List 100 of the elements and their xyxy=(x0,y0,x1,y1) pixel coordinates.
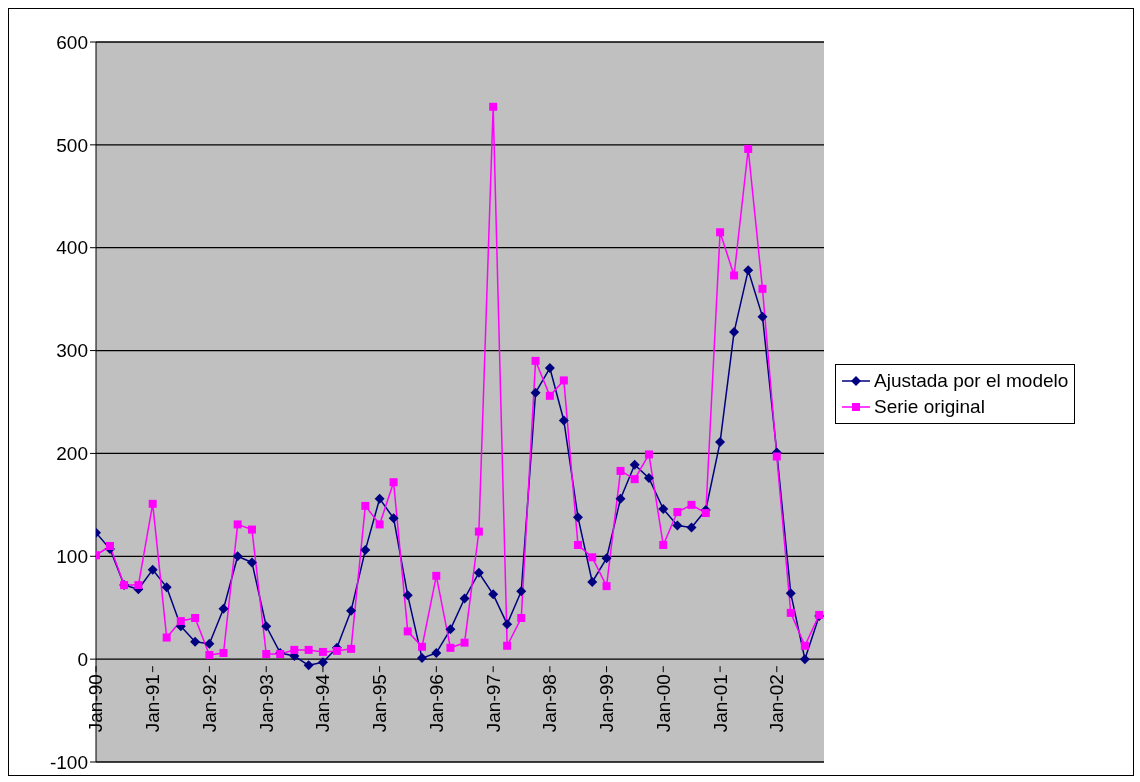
x-tick-label: Jan-98 xyxy=(539,674,561,733)
x-tick-label: Jan-95 xyxy=(369,674,391,733)
point xyxy=(134,581,143,590)
point xyxy=(730,271,739,280)
y-tick-label: 100 xyxy=(56,546,88,568)
point xyxy=(402,590,413,601)
point xyxy=(516,586,527,597)
point xyxy=(318,647,327,656)
point xyxy=(105,542,114,550)
point xyxy=(204,638,215,649)
point xyxy=(361,501,370,510)
point xyxy=(672,520,683,531)
x-tick-label: Jan-93 xyxy=(255,674,277,733)
point xyxy=(388,513,399,524)
point xyxy=(190,636,201,647)
x-tick-label: Jan-92 xyxy=(198,674,220,733)
point xyxy=(601,553,612,564)
point xyxy=(317,657,328,668)
point xyxy=(191,614,200,622)
point xyxy=(658,503,669,514)
point xyxy=(743,265,754,276)
point xyxy=(602,582,611,591)
point xyxy=(558,415,569,426)
point xyxy=(686,522,697,533)
point xyxy=(630,475,639,484)
point xyxy=(559,376,568,385)
point xyxy=(247,525,256,534)
point xyxy=(431,647,442,658)
point xyxy=(503,641,512,650)
point xyxy=(687,500,696,509)
point xyxy=(800,641,809,650)
y-tick-label: 200 xyxy=(56,443,88,465)
point xyxy=(531,356,540,365)
point xyxy=(347,644,356,653)
y-tick-label: 400 xyxy=(56,237,88,259)
legend-label: Serie original xyxy=(874,395,985,419)
point xyxy=(304,645,313,654)
point xyxy=(176,617,185,626)
point xyxy=(233,520,242,529)
point xyxy=(290,645,299,654)
point xyxy=(346,605,357,616)
point xyxy=(246,557,257,568)
point xyxy=(729,327,740,338)
point xyxy=(389,478,398,487)
x-tick-label: Jan-90 xyxy=(85,674,107,733)
point xyxy=(332,646,341,655)
x-tick-label: Jan-94 xyxy=(312,673,334,733)
point xyxy=(374,493,385,504)
point xyxy=(232,551,243,562)
point xyxy=(162,633,171,642)
x-tick-label: Jan-01 xyxy=(709,674,731,733)
point xyxy=(375,520,384,529)
point xyxy=(488,589,499,600)
x-tick-label: Jan-02 xyxy=(766,674,788,733)
x-tick-label: Jan-00 xyxy=(652,674,674,733)
point xyxy=(758,284,767,293)
y-tick-label: 500 xyxy=(56,134,88,156)
point xyxy=(629,459,640,470)
point xyxy=(459,593,470,604)
point xyxy=(474,527,483,536)
point xyxy=(489,102,498,111)
point xyxy=(573,540,582,549)
point xyxy=(587,577,598,587)
point xyxy=(360,545,371,556)
point xyxy=(205,651,214,660)
point xyxy=(303,660,314,671)
point xyxy=(148,499,157,508)
point xyxy=(588,553,597,562)
point xyxy=(643,473,654,484)
point xyxy=(757,311,768,322)
point xyxy=(616,466,625,475)
point xyxy=(262,650,271,658)
point xyxy=(460,638,469,647)
point xyxy=(786,608,795,617)
point xyxy=(147,564,158,575)
point xyxy=(615,493,626,504)
point xyxy=(417,653,428,664)
point xyxy=(715,437,726,448)
point xyxy=(219,648,228,657)
x-tick-label: Jan-97 xyxy=(482,674,504,733)
y-tick-label: 0 xyxy=(77,648,88,670)
point xyxy=(659,540,668,549)
point xyxy=(261,621,272,632)
legend-label: Ajustada por el modelo xyxy=(874,369,1069,393)
point xyxy=(799,654,810,665)
point xyxy=(502,619,513,630)
point xyxy=(716,228,725,237)
point xyxy=(572,512,583,523)
point xyxy=(218,603,229,614)
point xyxy=(517,614,526,622)
point xyxy=(673,508,682,517)
point xyxy=(545,391,554,400)
point xyxy=(772,452,781,461)
point xyxy=(530,387,541,398)
point xyxy=(473,567,484,578)
point xyxy=(544,363,555,374)
x-tick-label: Jan-91 xyxy=(142,674,164,733)
y-tick-label: 600 xyxy=(56,31,88,53)
point xyxy=(432,571,441,580)
x-tick-label: Jan-96 xyxy=(425,674,447,733)
